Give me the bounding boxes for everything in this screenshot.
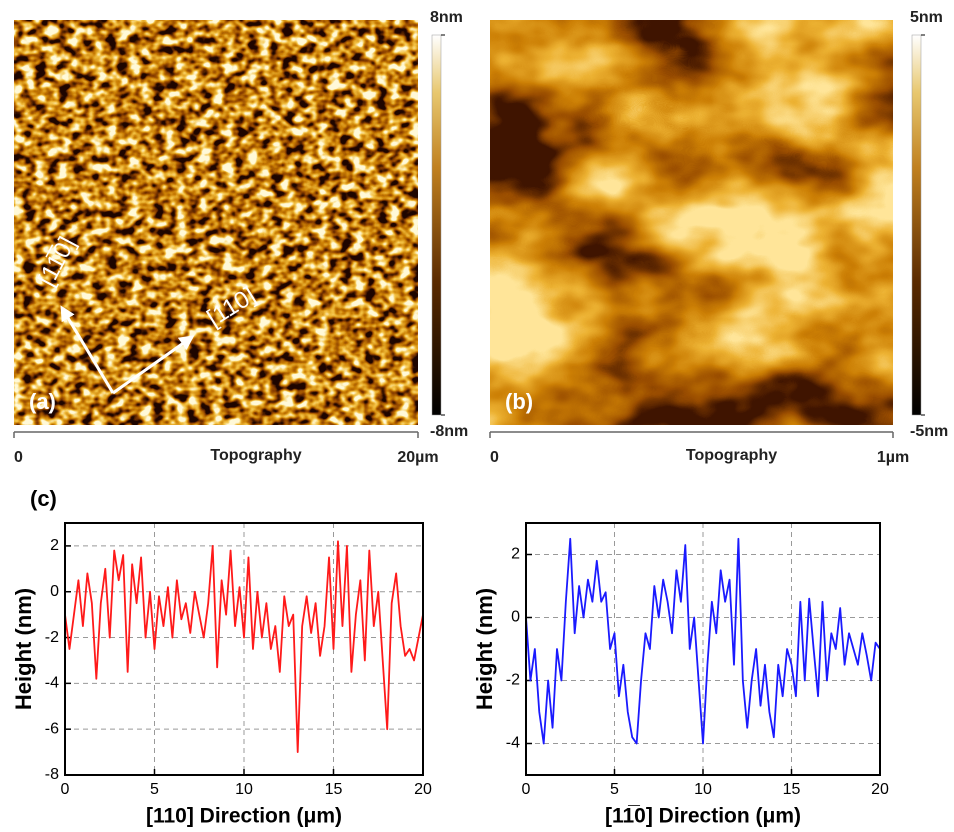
y-axis-title: Height (nm) bbox=[11, 588, 36, 710]
x-tick-label: 0 bbox=[522, 781, 531, 798]
y-tick-label: -2 bbox=[45, 629, 59, 646]
x-tick-label: 20 bbox=[871, 781, 889, 798]
profile-line bbox=[64, 540, 424, 753]
arrow bbox=[60, 305, 115, 394]
colorbar-label: 5nm bbox=[910, 9, 943, 26]
scale-label: 20µm bbox=[397, 449, 438, 466]
x-axis-title: [110] Direction (μm) bbox=[146, 805, 342, 828]
colorbar-label: -8nm bbox=[430, 423, 468, 440]
plot-frame bbox=[525, 522, 881, 776]
x-tick-label: 15 bbox=[783, 781, 801, 798]
scale-label: 0 bbox=[14, 449, 23, 466]
y-tick-label: -4 bbox=[45, 675, 59, 692]
scale-label: 0 bbox=[490, 449, 499, 466]
y-tick-label: -2 bbox=[506, 672, 520, 689]
x-tick-label: 0 bbox=[61, 781, 70, 798]
afm-image bbox=[490, 20, 893, 425]
x-tick-label: 15 bbox=[325, 781, 343, 798]
y-tick-label: 2 bbox=[50, 537, 59, 554]
panel-label: (a) bbox=[29, 389, 56, 414]
panel-label: (b) bbox=[505, 389, 533, 414]
y-tick-label: 0 bbox=[50, 583, 59, 600]
plot-frame bbox=[64, 522, 424, 776]
y-tick-label: 2 bbox=[511, 546, 520, 563]
afm-image bbox=[14, 20, 418, 425]
colorbar bbox=[911, 34, 922, 416]
x-tick-label: 10 bbox=[694, 781, 712, 798]
colorbar-label: 8nm bbox=[430, 9, 463, 26]
colorbar bbox=[431, 34, 442, 416]
x-tick-label: 10 bbox=[235, 781, 253, 798]
x-tick-label: 20 bbox=[414, 781, 432, 798]
profile-line bbox=[525, 537, 881, 745]
arrow bbox=[112, 335, 195, 395]
scale-title: Topography bbox=[210, 447, 301, 464]
panel-label: (c) bbox=[30, 486, 57, 511]
x-tick-label: 5 bbox=[150, 781, 159, 798]
y-tick-label: -4 bbox=[506, 735, 520, 752]
x-axis-title: [11̅0] Direction (μm) bbox=[605, 805, 801, 828]
y-axis-title: Height (nm) bbox=[472, 588, 497, 710]
colorbar-label: -5nm bbox=[910, 423, 948, 440]
scale-label: 1µm bbox=[877, 449, 909, 466]
x-tick-label: 5 bbox=[610, 781, 619, 798]
y-tick-label: -8 bbox=[45, 766, 59, 783]
scale-title: Topography bbox=[686, 447, 777, 464]
y-tick-label: 0 bbox=[511, 609, 520, 626]
y-tick-label: -6 bbox=[45, 720, 59, 737]
